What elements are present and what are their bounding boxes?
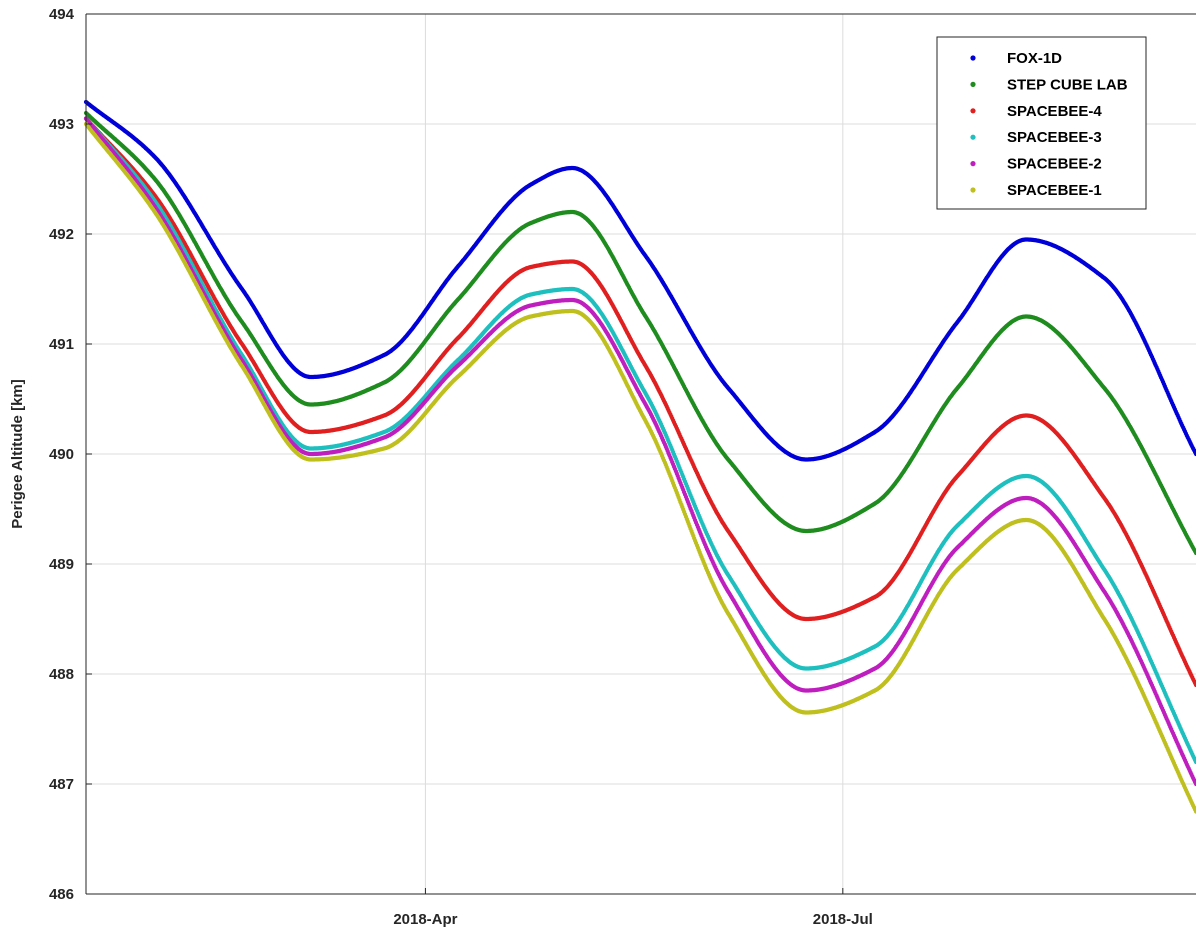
data-point xyxy=(1193,550,1196,556)
series-fox-1d xyxy=(83,99,1196,462)
series-step-cube-lab xyxy=(83,110,1196,556)
data-point xyxy=(1193,451,1196,457)
data-points xyxy=(83,99,1196,814)
